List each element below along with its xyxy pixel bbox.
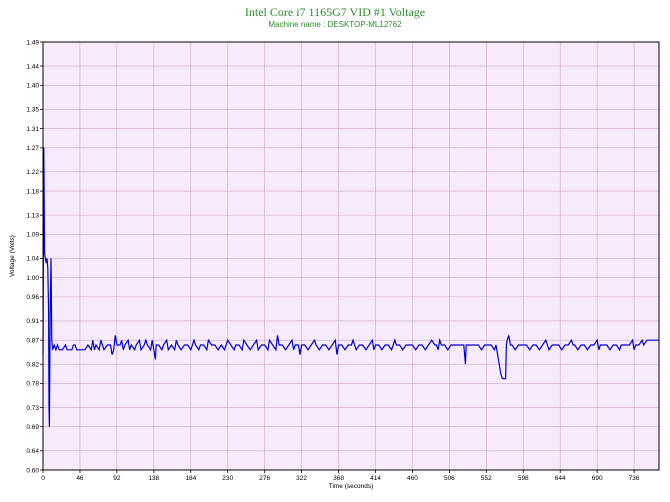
- y-tick-label: 1.44: [26, 63, 39, 70]
- y-tick-label: 1.00: [26, 275, 39, 282]
- x-tick-label: 138: [148, 475, 159, 482]
- x-tick-label: 644: [555, 475, 566, 482]
- x-tick-label: 690: [592, 475, 603, 482]
- y-tick-label: 0.91: [26, 318, 39, 325]
- y-tick-label: 1.40: [26, 83, 39, 90]
- y-tick-label: 0.87: [26, 337, 39, 344]
- y-tick-label: 0.69: [26, 424, 39, 431]
- y-tick-label: 0.64: [26, 448, 39, 455]
- x-tick-label: 0: [41, 475, 45, 482]
- x-tick-label: 368: [333, 475, 344, 482]
- series-layer: [42, 147, 659, 427]
- y-tick-label: 0.82: [26, 362, 39, 369]
- y-tick-label: 0.78: [26, 381, 39, 388]
- x-tick-label: 230: [222, 475, 233, 482]
- x-tick-label: 184: [185, 475, 196, 482]
- y-tick-label: 1.27: [26, 145, 39, 152]
- y-axis-ticks: 0.60 0.64 0.69 0.73 0.78 0.82 0.87 0.91 0.96 1.00…: [26, 39, 43, 474]
- x-tick-label: 552: [481, 475, 492, 482]
- x-tick-label: 460: [407, 475, 418, 482]
- y-tick-label: 1.35: [26, 107, 39, 114]
- chart-subtitle: Machine name : DESKTOP-ML12762: [268, 20, 402, 29]
- y-tick-label: 0.73: [26, 405, 39, 412]
- x-tick-label: 276: [259, 475, 270, 482]
- y-tick-label: 0.60: [26, 467, 39, 474]
- y-tick-label: 1.13: [26, 212, 39, 219]
- y-tick-label: 1.22: [26, 169, 39, 176]
- x-tick-label: 736: [629, 475, 640, 482]
- x-tick-label: 598: [518, 475, 529, 482]
- y-tick-label: 1.18: [26, 188, 39, 195]
- x-tick-label: 322: [296, 475, 307, 482]
- y-tick-label: 0.96: [26, 294, 39, 301]
- y-tick-label: 1.31: [26, 126, 39, 133]
- x-tick-label: 46: [76, 475, 84, 482]
- x-tick-label: 414: [370, 475, 381, 482]
- y-tick-label: 1.49: [26, 39, 39, 46]
- y-tick-label: 1.04: [26, 256, 39, 263]
- voltage-series-line: [42, 147, 659, 427]
- plot-area: [42, 41, 660, 471]
- y-tick-label: 1.09: [26, 232, 39, 239]
- x-tick-label: 506: [444, 475, 455, 482]
- x-tick-label: 92: [113, 475, 121, 482]
- x-axis-label: Time (seconds): [329, 483, 374, 490]
- y-axis-label: Voltage (Volts): [9, 235, 16, 277]
- plot-border: [42, 41, 660, 471]
- x-axis-ticks: 0 46 92 138 184 230 276 322 368 414 460 506 552 598 64…: [41, 470, 640, 482]
- chart-title: Intel Core i7 1165G7 VID #1 Voltage: [244, 5, 426, 19]
